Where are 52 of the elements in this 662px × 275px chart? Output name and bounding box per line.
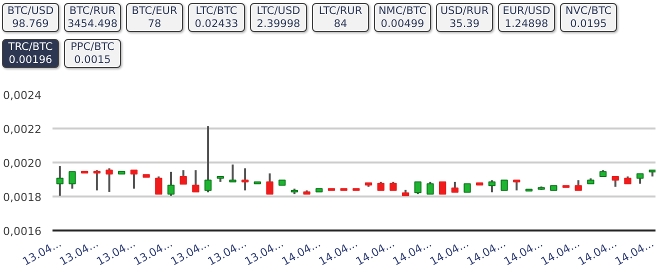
category-label: LTC/BTC bbox=[196, 5, 238, 17]
text: 0.00499 bbox=[380, 18, 424, 30]
y-tick-label: 0,0024 bbox=[3, 89, 42, 102]
candlestick bbox=[68, 170, 76, 190]
category-label: NVC/BTC bbox=[565, 5, 612, 17]
candlestick bbox=[451, 180, 458, 194]
candlestick bbox=[167, 170, 175, 197]
text: 98.769 bbox=[12, 18, 49, 30]
category-label: BTC/RUR bbox=[69, 5, 116, 17]
category-label: LTC/USD bbox=[256, 5, 300, 17]
y-tick-label: 0,0020 bbox=[3, 157, 42, 170]
candlestick bbox=[130, 169, 138, 190]
candlestick bbox=[204, 125, 212, 194]
candlestick bbox=[192, 169, 200, 193]
text: 0.00196 bbox=[8, 54, 52, 66]
category-label: PPC/BTC bbox=[70, 41, 114, 53]
text: 2.39998 bbox=[256, 18, 300, 30]
category-label: USD/RUR bbox=[440, 5, 489, 17]
candlestick bbox=[106, 167, 113, 193]
category-label: NMC/BTC bbox=[378, 5, 427, 17]
text: 0.0195 bbox=[570, 18, 607, 30]
y-tick-label: 0,0022 bbox=[3, 123, 42, 136]
candlestick bbox=[513, 179, 520, 192]
candlestick bbox=[155, 175, 162, 196]
candlestick bbox=[56, 165, 64, 197]
candlestick bbox=[266, 172, 274, 196]
candlestick bbox=[241, 167, 249, 192]
text: 3454.498 bbox=[67, 18, 118, 30]
text: 1.24898 bbox=[504, 18, 548, 30]
candlestick bbox=[426, 180, 434, 196]
y-tick-label: 0,0016 bbox=[3, 225, 42, 238]
text: 78 bbox=[148, 18, 162, 30]
category-label: EUR/USD bbox=[502, 5, 550, 17]
category-label: BTC/EUR bbox=[132, 5, 178, 17]
candlestick bbox=[93, 169, 101, 192]
candlestick bbox=[636, 172, 644, 185]
candlestick bbox=[414, 180, 422, 196]
candlestick bbox=[180, 169, 187, 186]
text: 0.0015 bbox=[74, 54, 111, 66]
category-label: TRC/BTC bbox=[8, 41, 53, 53]
y-tick-label: 0,0018 bbox=[3, 191, 42, 204]
candlestick bbox=[612, 175, 619, 188]
text: 0.02433 bbox=[194, 18, 238, 30]
text: 35.39 bbox=[449, 18, 480, 30]
text: 84 bbox=[334, 18, 348, 30]
candlestick bbox=[229, 164, 236, 183]
candlestick bbox=[574, 179, 582, 192]
category-label: BTC/USD bbox=[7, 5, 54, 17]
candlestick bbox=[438, 181, 446, 195]
candlestick bbox=[488, 179, 496, 194]
category-label: LTC/RUR bbox=[318, 5, 362, 17]
candlestick bbox=[500, 180, 508, 191]
